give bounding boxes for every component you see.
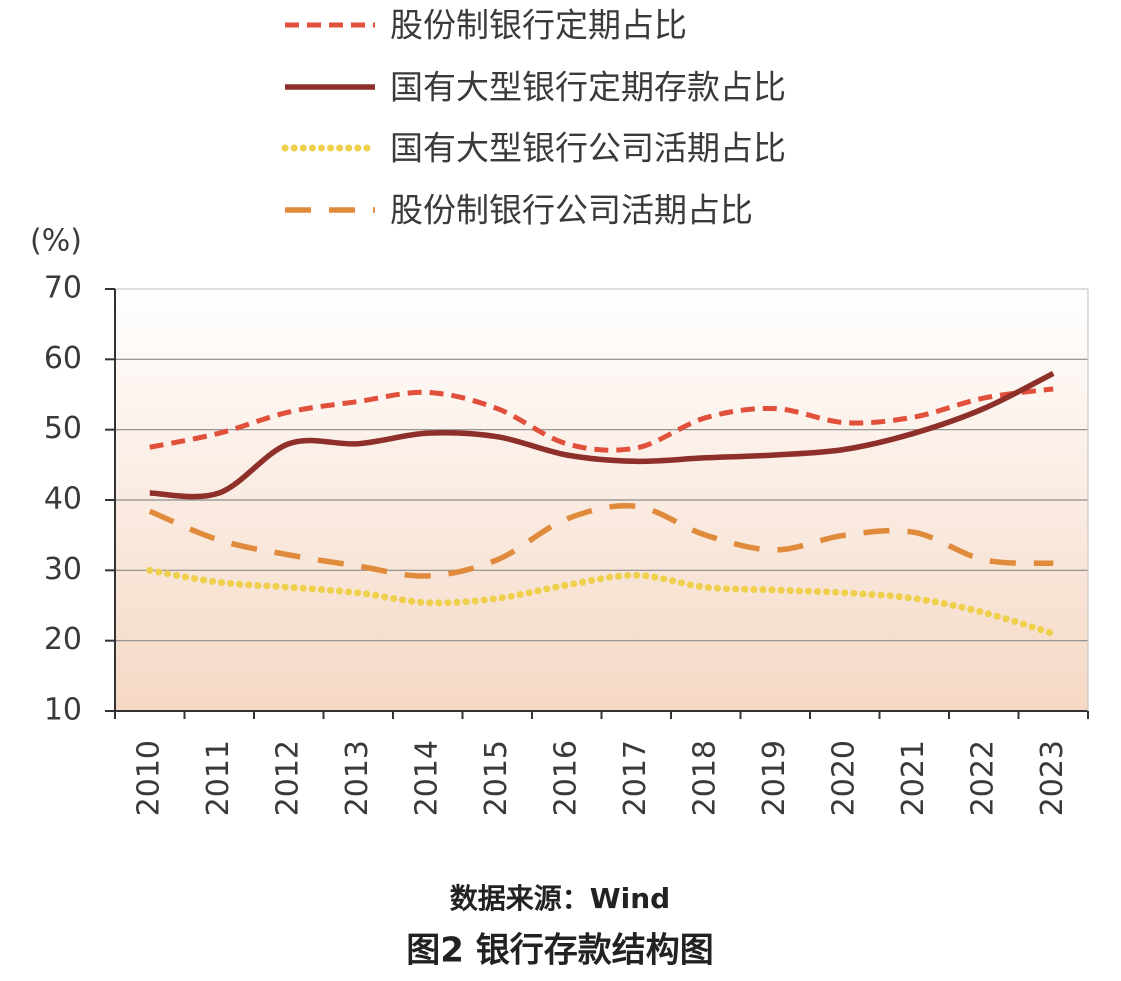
- line-series: [148, 503, 1054, 579]
- x-tick-label: 2023: [1035, 740, 1070, 816]
- y-tick-label: 40: [44, 482, 82, 517]
- legend-label: 股份制银行公司活期占比: [390, 191, 753, 230]
- y-tick-label: 60: [44, 341, 82, 376]
- legend-label: 股份制银行定期占比: [390, 6, 687, 45]
- x-tick-label: 2014: [409, 740, 444, 816]
- x-tick-label: 2010: [131, 740, 166, 816]
- y-tick-label: 30: [44, 552, 82, 587]
- x-tick-label: 2019: [757, 740, 792, 816]
- caption: 图2 银行存款结构图: [406, 931, 714, 971]
- line-series: [149, 370, 1055, 500]
- x-tick-label: 2012: [270, 740, 305, 816]
- line-series: [146, 566, 1057, 638]
- x-tick-label: 2018: [687, 740, 722, 816]
- y-tick-label: 10: [44, 693, 82, 728]
- x-tick-label: 2011: [201, 740, 236, 816]
- y-tick-label: 20: [44, 622, 82, 657]
- y-tick-label: 70: [44, 271, 82, 306]
- y-axis-label: (%): [30, 224, 82, 259]
- x-tick-label: 2020: [826, 740, 861, 816]
- x-tick-label: 2021: [896, 740, 931, 816]
- source: 数据来源：Wind: [450, 882, 670, 915]
- x-tick-label: 2015: [479, 740, 514, 816]
- x-tick-label: 2022: [965, 740, 1000, 816]
- x-tick-label: 2013: [340, 740, 375, 816]
- line-series: [149, 386, 1054, 453]
- legend-label: 国有大型银行公司活期占比: [390, 129, 786, 168]
- x-tick-label: 2016: [548, 740, 583, 816]
- legend-label: 国有大型银行定期存款占比: [390, 68, 786, 107]
- x-tick-label: 2017: [618, 740, 653, 816]
- y-tick-label: 50: [44, 411, 82, 446]
